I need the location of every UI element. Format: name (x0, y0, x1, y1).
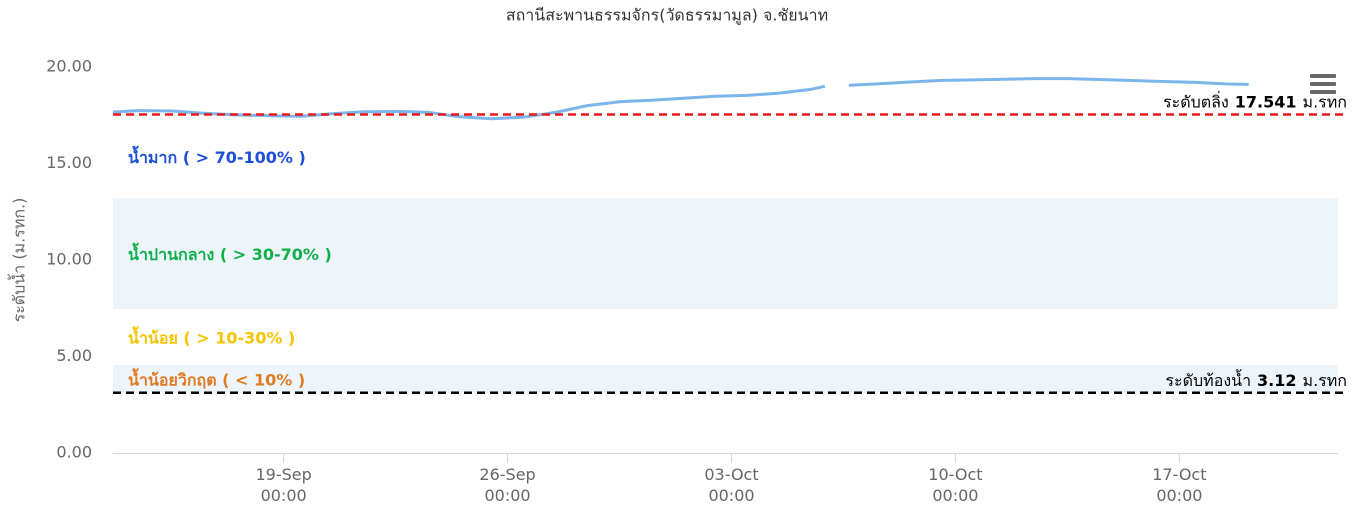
y-tick-label: 10.00 (46, 250, 92, 269)
plot-line-label-part: 3.12 (1257, 370, 1296, 389)
plot-line-label-part: 17.541 (1235, 92, 1297, 111)
plot-line-label-part: ระดับตลิ่ง (1163, 90, 1229, 111)
menu-bar[interactable] (1310, 90, 1336, 94)
zone-label: น้ำปานกลาง ( > 30-70% ) (128, 242, 332, 264)
plot-line-label-part: ม.รทก (1303, 370, 1347, 389)
zone-label: น้ำมาก ( > 70-100% ) (128, 145, 306, 167)
plot-line-label: ระดับตลิ่ง 17.541 ม.รทก (1163, 90, 1347, 111)
menu-button[interactable] (1310, 74, 1336, 94)
zone-label: น้ำน้อย ( > 10-30% ) (128, 326, 295, 348)
plot-band (113, 364, 1338, 393)
y-tick-label: 0.00 (56, 443, 92, 462)
plot-line-label: ระดับท้องน้ำ 3.12 ม.รทก (1165, 368, 1347, 389)
x-tick-label: 17-Oct 00:00 (1152, 465, 1206, 505)
x-tick-label: 10-Oct 00:00 (928, 465, 982, 505)
x-tick-label: 03-Oct 00:00 (704, 465, 758, 505)
series-line (848, 77, 1249, 87)
y-tick-label: 15.00 (46, 153, 92, 172)
plot-line-label-part: ระดับท้องน้ำ (1165, 368, 1251, 389)
x-tick-label: 19-Sep 00:00 (255, 465, 311, 505)
zone-label: น้ำน้อยวิกฤต ( < 10% ) (128, 367, 305, 389)
x-tick-label: 26-Sep 00:00 (479, 465, 535, 505)
y-axis-title: ระดับน้ำ (ม.รทก.) (8, 198, 29, 323)
plot-line-label-part: ม.รทก (1303, 92, 1347, 111)
menu-bar[interactable] (1310, 82, 1336, 86)
y-tick-label: 20.00 (46, 57, 92, 76)
chart-title: สถานีสะพานธรรมจักร(วัดธรรมามูล) จ.ชัยนาท (506, 6, 828, 26)
menu-bar[interactable] (1310, 74, 1336, 78)
y-tick-label: 5.00 (56, 346, 92, 365)
plot-band (113, 198, 1338, 310)
